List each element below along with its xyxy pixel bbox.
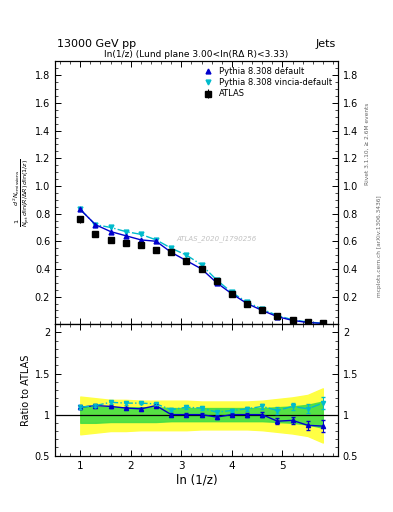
Pythia 8.308 vincia-default xyxy=(78,206,83,212)
Pythia 8.308 vincia-default xyxy=(184,252,189,258)
Pythia 8.308 vincia-default xyxy=(260,306,264,312)
Pythia 8.308 vincia-default xyxy=(245,299,250,305)
Pythia 8.308 vincia-default xyxy=(230,289,234,295)
Legend: Pythia 8.308 default, Pythia 8.308 vincia-default, ATLAS: Pythia 8.308 default, Pythia 8.308 vinci… xyxy=(199,66,334,100)
Text: ATLAS_2020_I1790256: ATLAS_2020_I1790256 xyxy=(176,235,256,242)
X-axis label: ln (1/z): ln (1/z) xyxy=(176,473,217,486)
Text: mcplots.cern.ch [arXiv:1306.3436]: mcplots.cern.ch [arXiv:1306.3436] xyxy=(377,195,382,296)
Pythia 8.308 vincia-default xyxy=(199,262,204,268)
Pythia 8.308 default xyxy=(290,317,295,324)
Pythia 8.308 vincia-default xyxy=(108,224,113,230)
Pythia 8.308 default xyxy=(154,238,158,244)
Pythia 8.308 default xyxy=(214,280,219,286)
Text: Jets: Jets xyxy=(316,38,336,49)
Pythia 8.308 default xyxy=(275,313,280,319)
Pythia 8.308 default xyxy=(320,321,325,327)
Pythia 8.308 default xyxy=(184,258,189,264)
Pythia 8.308 default xyxy=(245,301,250,307)
Title: ln(1/z) (Lund plane 3.00<ln(RΔ R)<3.33): ln(1/z) (Lund plane 3.00<ln(RΔ R)<3.33) xyxy=(105,50,288,59)
Y-axis label: Ratio to ATLAS: Ratio to ATLAS xyxy=(20,354,31,425)
Text: 13000 GeV pp: 13000 GeV pp xyxy=(57,38,136,49)
Pythia 8.308 default xyxy=(108,228,113,234)
Pythia 8.308 vincia-default xyxy=(169,245,174,251)
Pythia 8.308 default xyxy=(199,266,204,272)
Pythia 8.308 vincia-default xyxy=(93,222,98,228)
Pythia 8.308 default xyxy=(169,249,174,255)
Line: Pythia 8.308 vincia-default: Pythia 8.308 vincia-default xyxy=(78,207,325,326)
Text: Rivet 3.1.10, ≥ 2.6M events: Rivet 3.1.10, ≥ 2.6M events xyxy=(365,102,370,184)
Pythia 8.308 vincia-default xyxy=(139,231,143,238)
Pythia 8.308 vincia-default xyxy=(214,277,219,283)
Pythia 8.308 default xyxy=(230,291,234,297)
Pythia 8.308 vincia-default xyxy=(290,316,295,323)
Pythia 8.308 default xyxy=(78,206,83,212)
Pythia 8.308 default xyxy=(139,237,143,243)
Y-axis label: $\frac{1}{N_\mathrm{jet}}\frac{d^2 N_\mathrm{emissions}}{d\ln(R/\Delta R)\,d\ln(: $\frac{1}{N_\mathrm{jet}}\frac{d^2 N_\ma… xyxy=(11,159,32,227)
Line: Pythia 8.308 default: Pythia 8.308 default xyxy=(78,207,325,326)
Pythia 8.308 vincia-default xyxy=(154,237,158,243)
Pythia 8.308 vincia-default xyxy=(123,228,128,234)
Pythia 8.308 default xyxy=(93,222,98,228)
Pythia 8.308 default xyxy=(305,319,310,326)
Pythia 8.308 vincia-default xyxy=(305,319,310,325)
Pythia 8.308 vincia-default xyxy=(275,312,280,318)
Pythia 8.308 default xyxy=(260,307,264,313)
Pythia 8.308 vincia-default xyxy=(320,320,325,326)
Pythia 8.308 default xyxy=(123,232,128,239)
